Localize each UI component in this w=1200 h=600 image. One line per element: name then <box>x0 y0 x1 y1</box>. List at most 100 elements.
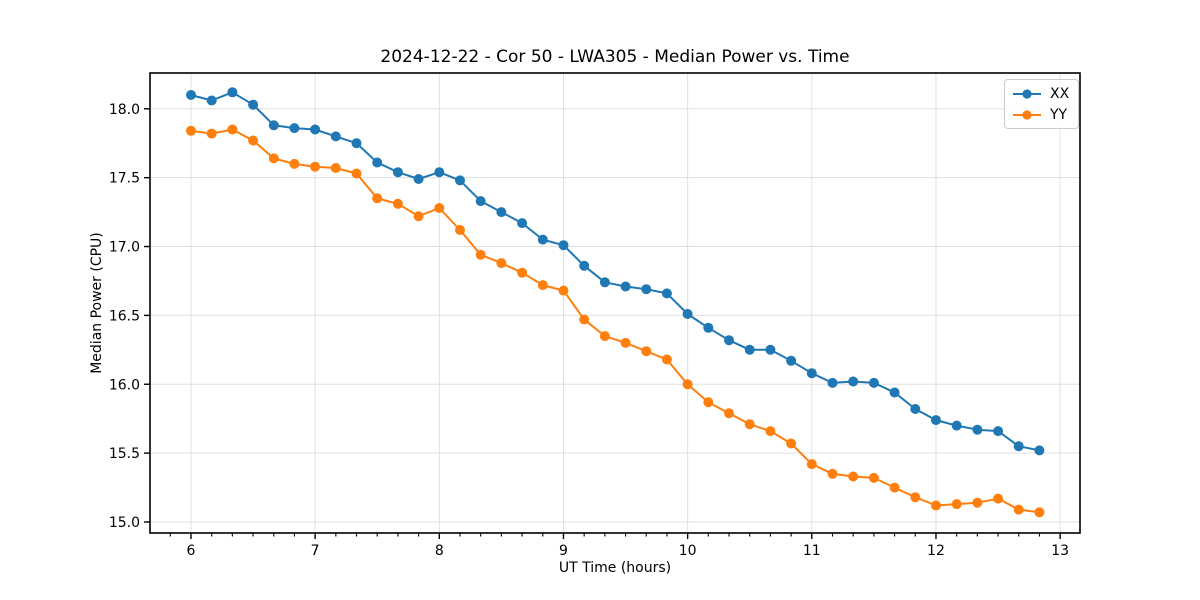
series-xx-marker <box>599 277 610 288</box>
series-yy-marker <box>599 331 610 342</box>
series-yy-marker <box>434 203 445 213</box>
series-xx-marker <box>641 284 652 295</box>
x-axis-label: UT Time (hours) <box>558 560 672 576</box>
series-xx-marker <box>496 207 507 218</box>
series-xx-marker <box>372 157 383 168</box>
series-yy-marker <box>475 249 486 260</box>
series-yy-marker <box>868 472 879 483</box>
series-yy-marker <box>972 497 983 508</box>
y-tick-label: 15.0 <box>109 515 140 531</box>
series-xx-marker <box>889 387 900 398</box>
x-tick-label: 12 <box>927 543 945 559</box>
series-xx-marker <box>931 415 941 426</box>
series-xx-marker <box>1013 441 1024 452</box>
series-xx-marker <box>186 90 196 100</box>
series-yy-marker <box>496 258 507 269</box>
series-yy-line <box>190 128 1040 514</box>
series-xx-marker <box>248 99 259 110</box>
x-tick-label: 13 <box>1051 543 1069 559</box>
plot-border <box>149 72 1081 534</box>
series-xx-marker <box>289 123 300 134</box>
series-yy-marker <box>268 153 279 164</box>
series-xx-marker <box>310 124 321 135</box>
series-xx-marker <box>786 355 797 366</box>
series-yy-marker <box>889 482 900 493</box>
x-tick-label: 9 <box>559 543 568 559</box>
series-xx-marker <box>434 167 445 178</box>
series-yy-marker <box>661 354 672 365</box>
series-yy-marker <box>392 198 403 209</box>
series-yy-marker <box>806 459 817 470</box>
series-yy-marker <box>827 468 838 479</box>
series-yy-marker <box>641 346 652 357</box>
legend: XX YY <box>1004 79 1080 129</box>
x-tick-label: 10 <box>679 543 697 559</box>
y-axis-label: Median Power (CPU) <box>89 232 105 374</box>
series-xx-marker <box>227 87 238 98</box>
series-yy-marker <box>455 225 465 235</box>
x-tick-label: 8 <box>435 543 444 559</box>
series-xx-marker <box>703 322 714 333</box>
series-yy-marker <box>724 408 734 419</box>
series-xx-marker <box>972 424 983 435</box>
series-xx-marker <box>579 260 590 271</box>
series-xx-marker <box>475 196 486 207</box>
series-yy-marker <box>931 500 941 511</box>
legend-label-yy: YY <box>1050 106 1068 123</box>
legend-label-xx: XX <box>1050 85 1070 102</box>
series-xx-marker <box>620 281 631 292</box>
series-yy-marker <box>682 379 693 390</box>
series-yy-marker <box>786 438 797 449</box>
legend-item-yy: YY <box>1012 106 1069 123</box>
series-xx-marker <box>206 95 217 106</box>
series-xx-marker <box>268 120 279 131</box>
series-xx-marker <box>517 218 528 229</box>
series-yy-marker <box>620 337 631 348</box>
series-xx-marker <box>993 426 1004 437</box>
x-tick-label: 7 <box>311 543 320 559</box>
series-yy-marker <box>310 161 321 172</box>
y-tick-label: 16.0 <box>109 377 140 393</box>
series-xx-marker <box>413 174 424 184</box>
series-xx-marker <box>351 138 362 149</box>
series-xx-marker <box>392 167 403 178</box>
y-tick-label: 18.0 <box>109 102 140 118</box>
series-xx-marker <box>744 344 755 355</box>
y-tick-label: 17.0 <box>109 240 140 256</box>
series-yy-marker <box>248 135 259 146</box>
series-xx-line <box>190 91 1040 452</box>
series-xx-marker <box>682 309 693 319</box>
series-yy-marker <box>951 499 962 510</box>
series-yy-marker <box>1013 504 1024 515</box>
chart-title: 2024-12-22 - Cor 50 - LWA305 - Median Po… <box>380 47 850 67</box>
series-xx-marker <box>910 404 921 414</box>
series-yy-marker <box>330 163 341 173</box>
series-yy-marker <box>186 125 196 136</box>
y-tick-label: 15.5 <box>109 446 140 462</box>
series-yy-marker <box>910 492 921 503</box>
series-xx-marker <box>724 335 734 346</box>
series-xx-marker <box>330 131 341 142</box>
series-xx-marker <box>868 377 879 388</box>
y-tick-label: 16.5 <box>109 308 140 324</box>
series-xx-marker <box>1034 445 1045 456</box>
series-xx-marker <box>806 368 817 379</box>
y-tick-label: 17.5 <box>109 171 140 187</box>
series-yy-marker <box>206 128 217 139</box>
series-xx-marker <box>951 420 962 431</box>
series-xx-marker <box>661 288 672 299</box>
series-xx-marker <box>827 377 838 388</box>
series-yy-marker <box>537 280 548 291</box>
series-yy-marker <box>848 471 859 482</box>
series-yy-marker <box>579 314 590 325</box>
series-xx-marker <box>537 234 548 245</box>
x-tick-label: 6 <box>187 543 196 559</box>
legend-marker-yy-icon <box>1013 109 1041 120</box>
series-yy-marker <box>765 426 776 437</box>
series-yy-marker <box>372 193 383 204</box>
series-yy-marker <box>1034 507 1045 518</box>
legend-marker-xx-icon <box>1013 88 1041 99</box>
series-yy-marker <box>413 211 424 222</box>
